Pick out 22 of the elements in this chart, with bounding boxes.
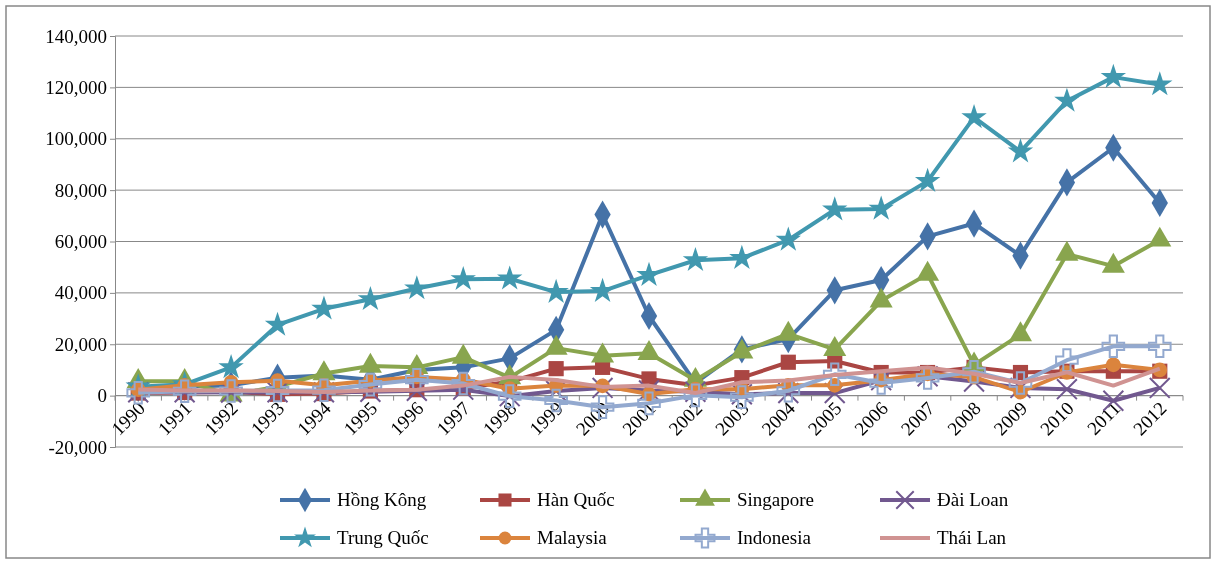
y-tick-label: 100,000: [45, 128, 107, 150]
legend-label: Trung Quốc: [337, 527, 429, 548]
legend-label: Đài Loan: [937, 489, 1009, 510]
x-tick-label: 1999: [525, 397, 567, 440]
y-tick-label: 20,000: [54, 333, 107, 355]
y-tick-label: 120,000: [45, 76, 107, 98]
y-tick-label: 0: [97, 385, 107, 407]
x-tick-label: 1990: [107, 397, 150, 440]
legend-label: Hồng Kông: [337, 489, 427, 510]
y-tick-label: 60,000: [54, 231, 107, 253]
legend-label: Indonesia: [737, 527, 812, 548]
legend-label: Singapore: [737, 489, 815, 510]
legend-label: Thái Lan: [937, 527, 1007, 548]
y-tick-label: 40,000: [54, 282, 107, 304]
x-tick-label: 1993: [246, 397, 289, 440]
x-tick-label: 1992: [200, 397, 242, 440]
y-tick-label: 80,000: [54, 179, 107, 201]
legend-label: Hàn Quốc: [537, 489, 615, 510]
y-tick-label: 140,000: [45, 25, 107, 47]
y-tick-label: -20,000: [48, 436, 107, 458]
legend-label: Malaysia: [537, 527, 608, 548]
x-tick-label: 1991: [153, 397, 196, 440]
